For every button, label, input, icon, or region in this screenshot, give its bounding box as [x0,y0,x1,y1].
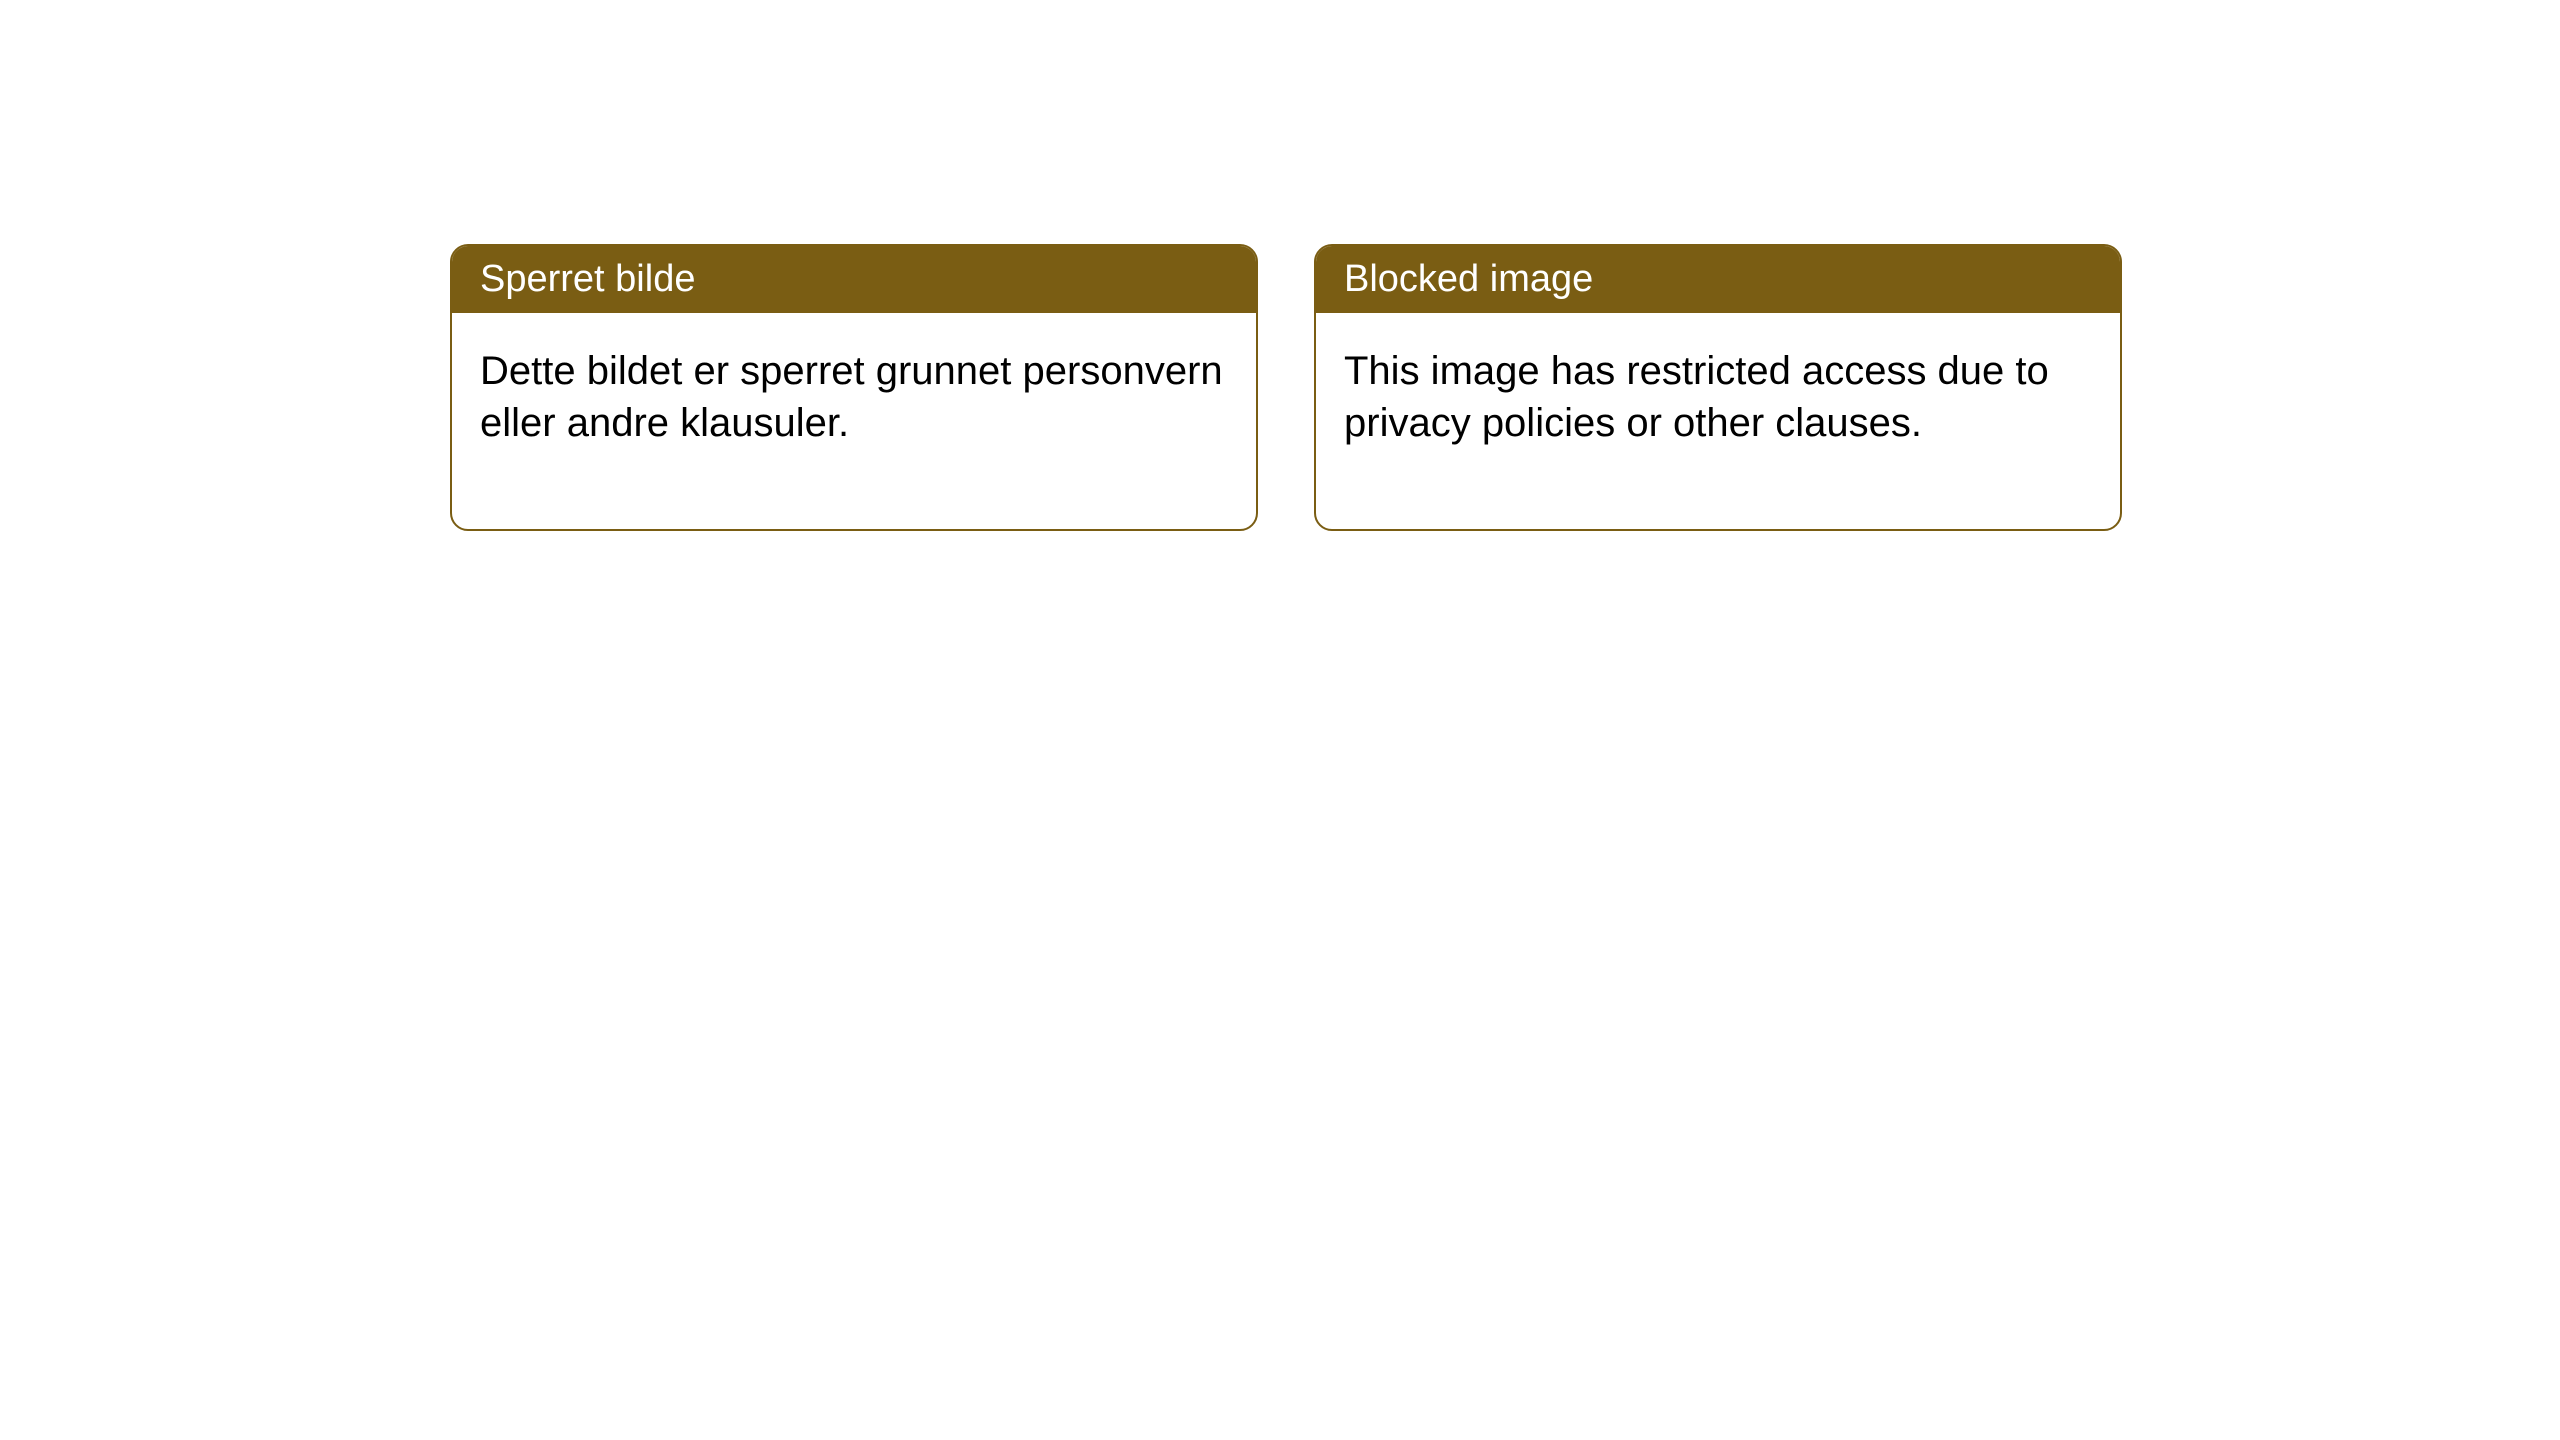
notice-text-en: This image has restricted access due to … [1344,349,2049,445]
notice-container: Sperret bilde Dette bildet er sperret gr… [0,0,2560,531]
notice-card-en: Blocked image This image has restricted … [1314,244,2122,531]
notice-text-no: Dette bildet er sperret grunnet personve… [480,349,1223,445]
notice-header-no: Sperret bilde [452,246,1256,313]
notice-title-no: Sperret bilde [480,258,695,300]
notice-card-no: Sperret bilde Dette bildet er sperret gr… [450,244,1258,531]
notice-title-en: Blocked image [1344,258,1593,300]
notice-body-en: This image has restricted access due to … [1316,313,2120,529]
notice-header-en: Blocked image [1316,246,2120,313]
notice-body-no: Dette bildet er sperret grunnet personve… [452,313,1256,529]
